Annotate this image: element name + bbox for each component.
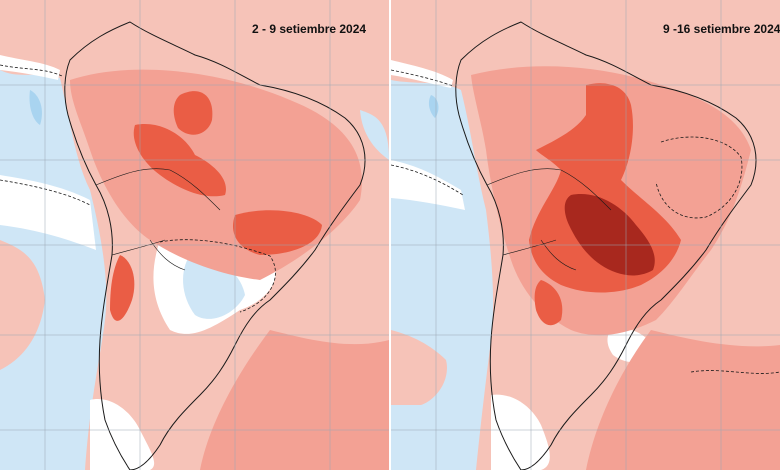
extreme-warm-core — [564, 194, 655, 276]
panel-title-left: 2 - 9 setiembre 2024 — [252, 22, 367, 36]
neutral-zone-south — [491, 394, 550, 470]
country-borders — [95, 168, 221, 271]
warm-zone-atlantic-south — [586, 330, 780, 470]
warm-patch-west — [0, 240, 45, 370]
warm-zone-atlantic-south — [200, 330, 389, 470]
contour-dashed — [690, 370, 780, 374]
pacific-cold-anomaly — [0, 70, 107, 470]
map-left-svg — [0, 0, 389, 470]
anomaly-map-right: 9 -16 setiembre 2024 — [391, 0, 780, 470]
strong-warm-core-brazil — [232, 210, 322, 255]
cold-spot — [29, 90, 42, 125]
warm-patch-west — [391, 330, 447, 405]
panel-title-right: 9 -16 setiembre 2024 — [663, 22, 780, 36]
neutral-band-west — [0, 175, 96, 250]
cold-zone-atlantic-north — [360, 110, 389, 160]
neutral-band-west — [391, 160, 465, 210]
contour-dashed — [159, 239, 276, 313]
panel-divider — [389, 0, 391, 470]
strong-warm-core-south — [534, 280, 563, 326]
contour-dashed — [391, 164, 464, 196]
contour-dashed — [0, 64, 63, 77]
strong-warm-core-chile — [110, 255, 135, 321]
anomaly-map-left: 2 - 9 setiembre 2024 — [0, 0, 389, 470]
coastline — [64, 21, 366, 470]
contour-dashed — [391, 69, 454, 87]
graticule — [0, 0, 389, 470]
graticule — [391, 0, 780, 470]
strong-warm-core-north — [173, 91, 213, 135]
contour-dashed — [0, 179, 91, 206]
coastline — [455, 21, 757, 470]
country-borders — [486, 168, 612, 271]
map-right-svg — [391, 0, 780, 470]
neutral-zone-south — [90, 399, 155, 470]
